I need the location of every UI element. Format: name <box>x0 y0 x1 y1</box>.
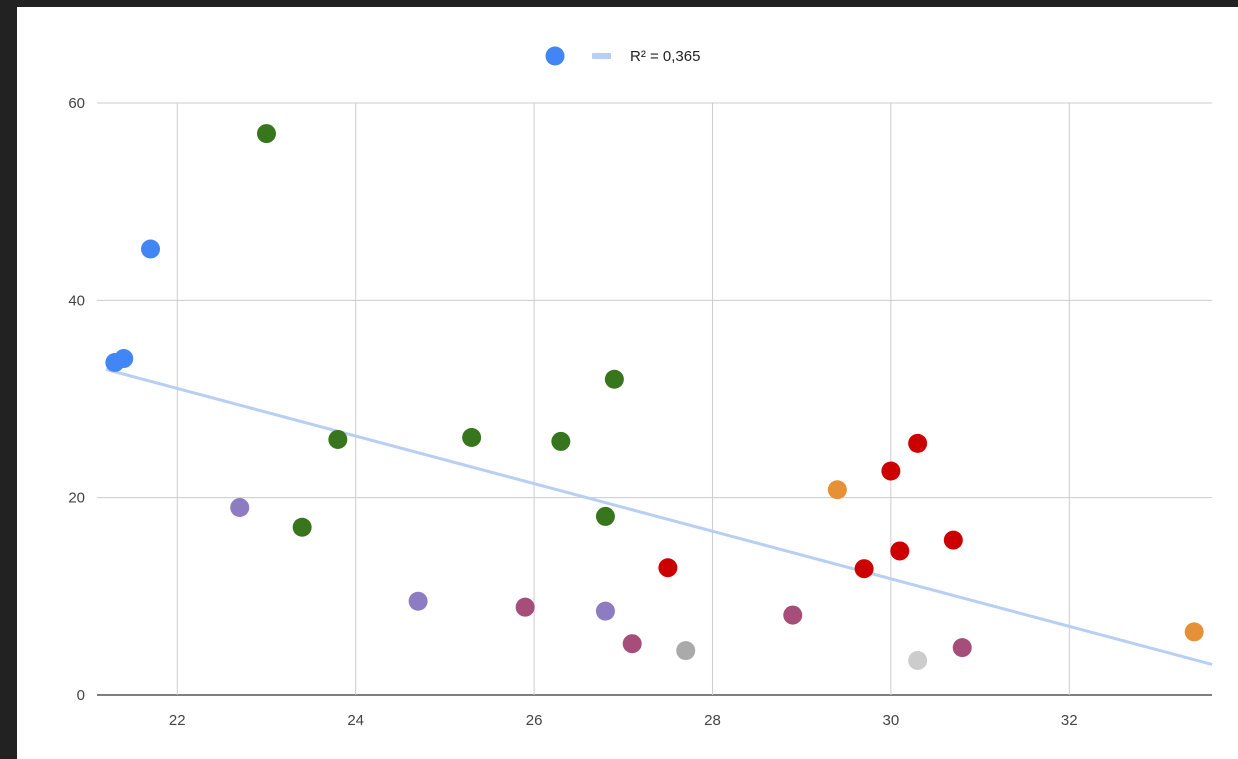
trendline-layer <box>105 367 1213 666</box>
data-point[interactable] <box>676 641 696 661</box>
data-points <box>105 124 1204 670</box>
data-point[interactable] <box>595 506 615 526</box>
data-point[interactable] <box>890 541 910 561</box>
data-point[interactable] <box>908 433 928 453</box>
data-point[interactable] <box>141 239 161 259</box>
data-point[interactable] <box>408 591 428 611</box>
data-point[interactable] <box>854 559 874 579</box>
x-tick-label: 26 <box>526 712 543 729</box>
gridlines <box>97 102 1212 696</box>
y-tick-label: 20 <box>68 490 85 507</box>
x-tick-label: 22 <box>169 712 186 729</box>
data-point[interactable] <box>256 124 276 144</box>
data-point[interactable] <box>658 558 678 578</box>
data-point[interactable] <box>952 638 972 658</box>
data-point[interactable] <box>604 369 624 389</box>
y-tick-label: 0 <box>77 687 85 704</box>
data-point[interactable] <box>622 634 642 654</box>
data-point[interactable] <box>114 349 134 369</box>
data-point[interactable] <box>551 431 571 451</box>
y-tick-label: 60 <box>68 95 85 112</box>
scatter-chart: 0 20 40 60 22 24 26 28 30 32 R² = 0,365 <box>68 46 1213 729</box>
data-point[interactable] <box>595 601 615 621</box>
x-tick-label: 30 <box>883 712 900 729</box>
legend-trendline-label: R² = 0,365 <box>630 48 700 65</box>
x-tick-label: 28 <box>704 712 721 729</box>
legend[interactable]: R² = 0,365 <box>545 46 701 66</box>
data-point[interactable] <box>515 597 535 617</box>
data-point[interactable] <box>908 650 928 670</box>
data-point[interactable] <box>292 517 312 537</box>
trendline <box>105 367 1213 666</box>
x-tick-label: 24 <box>347 712 364 729</box>
data-point[interactable] <box>827 480 847 500</box>
data-point[interactable] <box>462 427 482 447</box>
legend-trendline-swatch <box>592 53 611 59</box>
chart-frame: 0 20 40 60 22 24 26 28 30 32 R² = 0,365 <box>17 7 1238 759</box>
legend-series-marker <box>545 46 565 66</box>
data-point[interactable] <box>1184 622 1204 642</box>
tick-labels: 0 20 40 60 22 24 26 28 30 32 <box>68 95 1077 729</box>
x-tick-label: 32 <box>1061 712 1078 729</box>
y-tick-label: 40 <box>68 292 85 309</box>
data-point[interactable] <box>230 498 250 518</box>
data-point[interactable] <box>783 605 803 625</box>
data-point[interactable] <box>881 461 901 481</box>
data-point[interactable] <box>943 530 963 550</box>
data-point[interactable] <box>328 429 348 449</box>
